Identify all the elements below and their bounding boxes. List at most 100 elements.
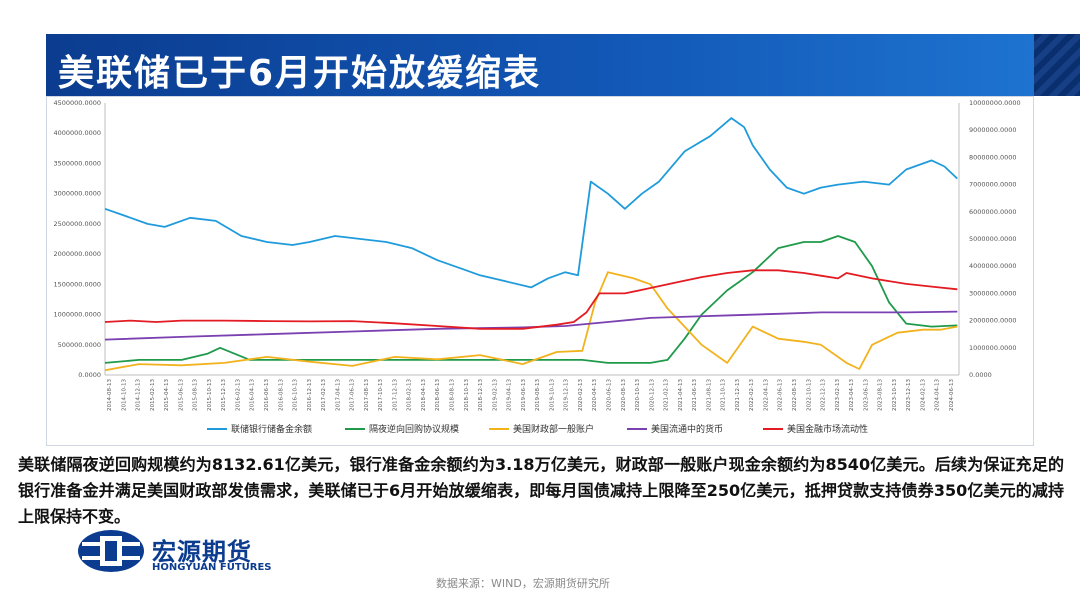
x-tick-label: 2022-12-13	[821, 379, 827, 411]
slide-title: 美联储已于6月开始放缓缩表	[58, 53, 542, 94]
x-tick-label: 2021-04-13	[678, 379, 684, 411]
x-tick-label: 2023-04-13	[849, 379, 855, 411]
x-tick-label: 2015-10-13	[207, 379, 213, 411]
x-tick-label: 2020-06-13	[606, 379, 612, 411]
line-chart: 0.0000 500000.0000 1000000.0000 1500000.000…	[53, 99, 1021, 435]
x-tick-label: 2022-10-13	[806, 379, 812, 411]
y-left-tick-label: 1000000.0000	[53, 311, 101, 319]
series-line-1	[104, 117, 958, 289]
x-tick-label: 2019-02-13	[492, 379, 498, 411]
hongyuan-logo-icon	[78, 530, 144, 572]
x-tick-label: 2015-04-13	[164, 379, 170, 411]
x-tick-label: 2016-10-13	[293, 379, 299, 411]
x-tick-label: 2020-10-13	[635, 379, 641, 411]
x-tick-label: 2017-02-13	[321, 379, 327, 411]
x-tick-label: 2018-08-13	[450, 379, 456, 411]
y-left-tick-label: 4000000.0000	[53, 129, 101, 137]
x-tick-label: 2019-04-13	[507, 379, 513, 411]
x-tick-label: 2018-04-13	[421, 379, 427, 411]
series-line-4	[104, 310, 958, 341]
x-tick-label: 2016-04-13	[250, 379, 256, 411]
series-line-2	[104, 235, 958, 364]
y-left-tick-label: 0.0000	[78, 371, 101, 379]
series-line-5	[104, 269, 958, 330]
y-right-tick-label: 4000000.0000	[969, 262, 1017, 270]
y-left-tick-label: 4500000.0000	[53, 99, 101, 107]
x-tick-label: 2023-08-13	[878, 379, 884, 411]
x-tick-label: 2018-02-13	[407, 379, 413, 411]
x-tick-label: 2023-12-13	[906, 379, 912, 411]
x-tick-label: 2015-12-13	[221, 379, 227, 411]
x-tick-label: 2020-04-13	[592, 379, 598, 411]
x-tick-label: 2024-06-13	[949, 379, 955, 411]
x-tick-label: 2022-02-13	[749, 379, 755, 411]
y-right-tick-label: 6000000.0000	[969, 208, 1017, 216]
y-right-tick-label: 10000000.0000	[969, 99, 1021, 107]
legend-label: 隔夜逆向回购协议规模	[369, 423, 459, 435]
x-tick-label: 2019-08-13	[535, 379, 541, 411]
x-tick-label: 2020-02-13	[578, 379, 584, 411]
x-tick-label: 2016-12-13	[307, 379, 313, 411]
x-tick-label: 2014-08-13	[107, 379, 113, 411]
x-tick-label: 2016-08-13	[278, 379, 284, 411]
x-tick-label: 2019-12-13	[564, 379, 570, 411]
legend-label: 美国财政部一般账户	[513, 423, 594, 435]
logo-english-name: HONGYUAN FUTURES	[152, 562, 272, 573]
data-source-note: 数据来源：WIND，宏源期货研究所	[436, 577, 610, 590]
x-tick-label: 2016-06-13	[264, 379, 270, 411]
x-tick-label: 2014-10-13	[121, 379, 127, 411]
y-right-tick-label: 2000000.0000	[969, 317, 1017, 325]
y-right-tick-label: 9000000.0000	[969, 126, 1017, 134]
y-right-tick-label: 0.0000	[969, 371, 992, 379]
y-left-tick-label: 2500000.0000	[53, 220, 101, 228]
x-tick-label: 2024-04-13	[935, 379, 941, 411]
logo-chinese-name: 宏源期货	[152, 538, 252, 566]
y-right-tick-label: 5000000.0000	[969, 235, 1017, 243]
y-right-tick-label: 7000000.0000	[969, 181, 1017, 189]
y-left-tick-label: 3500000.0000	[53, 159, 101, 167]
body-paragraph: 美联储隔夜逆回购规模约为8132.61亿美元，银行准备金余额约为3.18万亿美元…	[18, 455, 1064, 526]
x-tick-label: 2020-08-13	[621, 379, 627, 411]
x-tick-label: 2020-12-13	[649, 379, 655, 411]
x-tick-label: 2018-10-13	[464, 379, 470, 411]
y-left-tick-label: 3000000.0000	[53, 190, 101, 198]
x-tick-label: 2022-08-13	[792, 379, 798, 411]
y-left-tick-label: 2000000.0000	[53, 250, 101, 258]
x-tick-label: 2018-12-13	[478, 379, 484, 411]
title-accent-stripe	[1034, 34, 1080, 96]
x-tick-label: 2021-12-13	[735, 379, 741, 411]
y-left-tick-label: 500000.0000	[58, 341, 101, 349]
x-tick-label: 2019-06-13	[521, 379, 527, 411]
y-right-tick-label: 8000000.0000	[969, 153, 1017, 161]
y-right-tick-label: 3000000.0000	[969, 289, 1017, 297]
x-tick-label: 2023-10-13	[892, 379, 898, 411]
legend-label: 联储银行储备金余额	[231, 423, 312, 435]
chart-frame: 0.0000 500000.0000 1000000.0000 1500000.000…	[46, 96, 1034, 446]
x-tick-label: 2015-08-13	[193, 379, 199, 411]
y-left-tick-label: 1500000.0000	[53, 280, 101, 288]
x-tick-label: 2017-10-13	[378, 379, 384, 411]
x-tick-label: 2015-06-13	[178, 379, 184, 411]
x-tick-label: 2014-12-13	[136, 379, 142, 411]
x-tick-label: 2017-04-13	[335, 379, 341, 411]
x-tick-label: 2017-06-13	[350, 379, 356, 411]
x-tick-label: 2022-04-13	[763, 379, 769, 411]
x-tick-label: 2023-02-13	[835, 379, 841, 411]
x-tick-label: 2022-06-13	[778, 379, 784, 411]
x-tick-label: 2023-06-13	[863, 379, 869, 411]
x-tick-label: 2019-10-13	[549, 379, 555, 411]
legend-label: 美国流通中的货币	[651, 423, 723, 435]
x-tick-label: 2021-06-13	[692, 379, 698, 411]
x-tick-label: 2015-02-13	[150, 379, 156, 411]
legend-label: 美国金融市场流动性	[787, 423, 868, 435]
x-tick-label: 2017-08-13	[364, 379, 370, 411]
title-bar	[46, 34, 1034, 96]
y-right-tick-label: 1000000.0000	[969, 344, 1017, 352]
x-tick-label: 2021-02-13	[664, 379, 670, 411]
x-tick-label: 2017-12-13	[392, 379, 398, 411]
x-tick-label: 2018-06-13	[435, 379, 441, 411]
x-tick-label: 2024-02-13	[920, 379, 926, 411]
x-tick-label: 2021-08-13	[706, 379, 712, 411]
series-line-3	[104, 271, 958, 372]
x-tick-label: 2021-10-13	[721, 379, 727, 411]
